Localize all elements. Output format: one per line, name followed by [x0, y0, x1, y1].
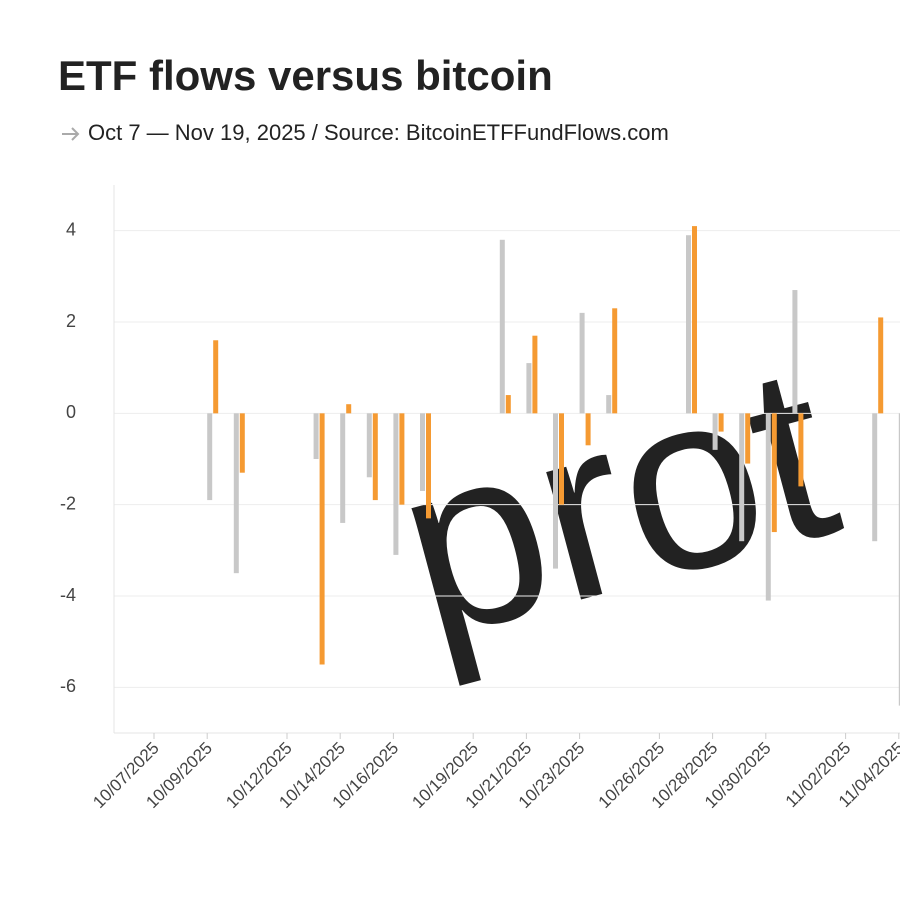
y-tick-label: 0: [66, 402, 76, 422]
bar: [898, 413, 900, 706]
bar: [526, 363, 532, 414]
bar: [239, 413, 245, 473]
bar: [872, 413, 878, 542]
bar: [798, 413, 804, 487]
bar: [393, 413, 399, 555]
bar: [765, 413, 771, 601]
bar: [553, 413, 558, 569]
bar: [585, 413, 591, 446]
bar: [559, 413, 564, 505]
y-tick-label: -2: [60, 493, 76, 513]
bar: [579, 312, 585, 414]
bar: [771, 413, 777, 533]
bar: [420, 413, 425, 491]
bar: [532, 335, 538, 414]
bar: [319, 413, 325, 665]
y-tick-label: 2: [66, 311, 76, 331]
bar: [612, 308, 618, 414]
bar: [739, 413, 745, 542]
bar: [499, 239, 505, 414]
chart-title: ETF flows versus bitcoin: [58, 52, 553, 99]
bar: [233, 413, 239, 574]
bar: [505, 395, 511, 414]
y-tick-label: -4: [60, 585, 76, 605]
bar: [346, 404, 352, 414]
bar: [399, 413, 405, 505]
y-tick-label: 4: [66, 219, 76, 239]
bar: [313, 413, 319, 459]
bar: [712, 413, 718, 450]
bar: [366, 413, 372, 478]
bar: [878, 317, 884, 414]
bar: [372, 413, 378, 501]
bar: [426, 413, 431, 519]
bar: [745, 413, 751, 464]
subtitle-arrow: [62, 127, 80, 141]
bar: [686, 235, 691, 414]
bar: [340, 413, 346, 523]
bar: [718, 413, 724, 432]
y-tick-label: -6: [60, 676, 76, 696]
chart-subtitle: Oct 7 — Nov 19, 2025 / Source: BitcoinET…: [88, 120, 669, 145]
bar: [213, 340, 219, 414]
bar: [207, 413, 213, 501]
bar: [692, 226, 697, 414]
bar: [792, 290, 798, 414]
bar: [606, 395, 612, 414]
